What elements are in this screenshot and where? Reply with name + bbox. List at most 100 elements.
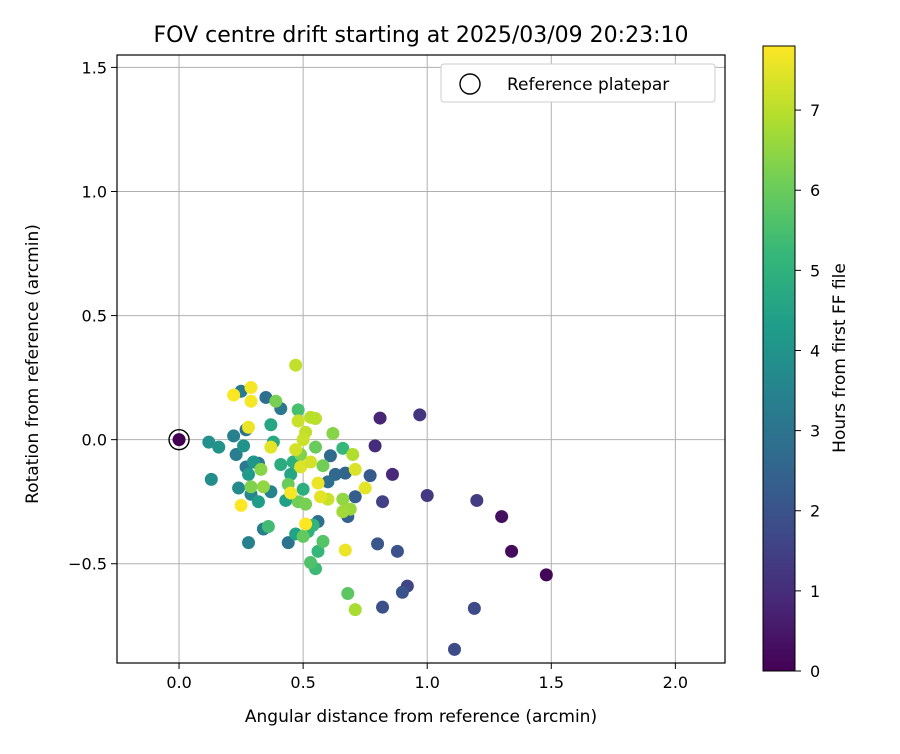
scatter-point	[420, 488, 434, 502]
scatter-point	[505, 544, 519, 558]
scatter-point	[237, 439, 251, 453]
colorbar-gradient	[762, 45, 796, 672]
reference-point	[172, 433, 186, 447]
colorbar-tick-label: 2	[810, 502, 820, 521]
scatter-point	[326, 426, 340, 440]
scatter-point	[254, 462, 268, 476]
y-tick-label: 0.5	[82, 307, 107, 326]
scatter-point	[495, 510, 509, 524]
scatter-point	[289, 358, 303, 372]
scatter-point	[376, 495, 390, 509]
scatter-points	[202, 358, 553, 656]
scatter-point	[338, 543, 352, 557]
scatter-point	[289, 443, 303, 457]
grid	[117, 55, 725, 663]
legend-box	[440, 63, 716, 103]
y-tick-label: 1.0	[82, 182, 107, 201]
scatter-point	[251, 495, 265, 509]
x-axis-ticks: 0.0 0.5 1.0 1.5 2.0	[166, 663, 688, 692]
scatter-point	[212, 440, 226, 454]
scatter-point	[363, 469, 377, 483]
scatter-point	[313, 490, 327, 504]
scatter-point	[227, 388, 241, 402]
scatter-point	[264, 440, 278, 454]
reference-marker	[168, 428, 190, 451]
y-tick-label: 0.0	[82, 431, 107, 450]
scatter-point	[202, 435, 216, 449]
scatter-point	[269, 394, 283, 408]
scatter-point	[232, 481, 246, 495]
scatter-point	[309, 440, 323, 454]
scatter-point	[281, 536, 295, 550]
colorbar-tick-label: 0	[810, 662, 820, 681]
colorbar-label: Hours from first FF file	[830, 263, 850, 453]
scatter-point	[311, 544, 325, 558]
scatter-point	[304, 455, 318, 469]
scatter-point	[284, 486, 298, 500]
scatter-point	[264, 418, 278, 432]
scatter-point	[296, 482, 310, 496]
scatter-point	[299, 517, 313, 531]
scatter-point	[448, 642, 462, 656]
scatter-point	[242, 420, 256, 434]
scatter-point	[261, 520, 275, 534]
y-tick-label: 1.5	[82, 58, 107, 77]
colorbar-tick-label: 7	[810, 101, 820, 120]
legend: Reference platepar	[440, 63, 716, 103]
chart-title: FOV centre drift starting at 2025/03/09 …	[154, 23, 689, 48]
plot-area: 0.0 0.5 1.0 1.5 2.0 −0.5 0.0 0.5 1.0 1.5	[68, 54, 726, 692]
scatter-point	[229, 448, 243, 462]
scatter-point	[309, 412, 323, 426]
scatter-point	[376, 600, 390, 614]
scatter-point	[336, 492, 350, 506]
scatter-point	[385, 467, 399, 481]
x-tick-label: 0.0	[166, 673, 191, 692]
scatter-point	[291, 414, 305, 428]
scatter-point	[368, 439, 382, 453]
colorbar-tick-label: 4	[810, 341, 820, 360]
scatter-point	[304, 555, 318, 569]
plot-frame	[116, 54, 726, 664]
scatter-point	[244, 394, 258, 408]
scatter-point	[204, 472, 218, 486]
scatter-point	[338, 466, 352, 480]
scatter-point	[284, 467, 298, 481]
reference-ring	[168, 428, 190, 451]
scatter-point	[539, 568, 553, 582]
colorbar-tick-label: 1	[810, 582, 820, 601]
scatter-point	[316, 459, 330, 473]
y-tick-label: −0.5	[68, 555, 107, 574]
scatter-point	[311, 476, 325, 490]
scatter-point	[467, 601, 481, 615]
scatter-point	[227, 429, 241, 443]
scatter-point	[296, 433, 310, 447]
scatter-point	[274, 457, 288, 471]
scatter-point	[321, 475, 335, 489]
colorbar-ticks: 0 1 2 3 4 5 6 7	[795, 101, 820, 681]
x-axis-label: Angular distance from reference (arcmin)	[245, 707, 597, 727]
y-axis-ticks: −0.5 0.0 0.5 1.0 1.5	[68, 58, 117, 574]
scatter-point	[256, 480, 270, 494]
scatter-point	[336, 441, 350, 455]
colorbar-tick-label: 3	[810, 422, 820, 441]
scatter-point	[348, 603, 362, 617]
legend-marker-icon	[459, 73, 481, 95]
scatter-point	[294, 460, 308, 474]
scatter-point	[346, 448, 360, 462]
legend-label: Reference platepar	[507, 75, 669, 95]
colorbar-tick-label: 5	[810, 261, 820, 280]
scatter-point	[234, 498, 248, 512]
scatter-point	[413, 408, 427, 422]
scatter-point	[358, 481, 372, 495]
scatter-point	[341, 587, 355, 601]
scatter-point	[244, 480, 258, 494]
scatter-point	[390, 544, 404, 558]
y-axis-label: Rotation from reference (arcmin)	[23, 224, 43, 504]
scatter-point	[242, 536, 256, 550]
colorbar: 0 1 2 3 4 5 6 7 Hours from first FF file	[762, 45, 850, 681]
x-tick-label: 1.0	[414, 673, 439, 692]
x-tick-label: 2.0	[663, 673, 688, 692]
scatter-point	[242, 467, 256, 481]
scatter-point	[323, 449, 337, 463]
x-tick-label: 0.5	[290, 673, 315, 692]
